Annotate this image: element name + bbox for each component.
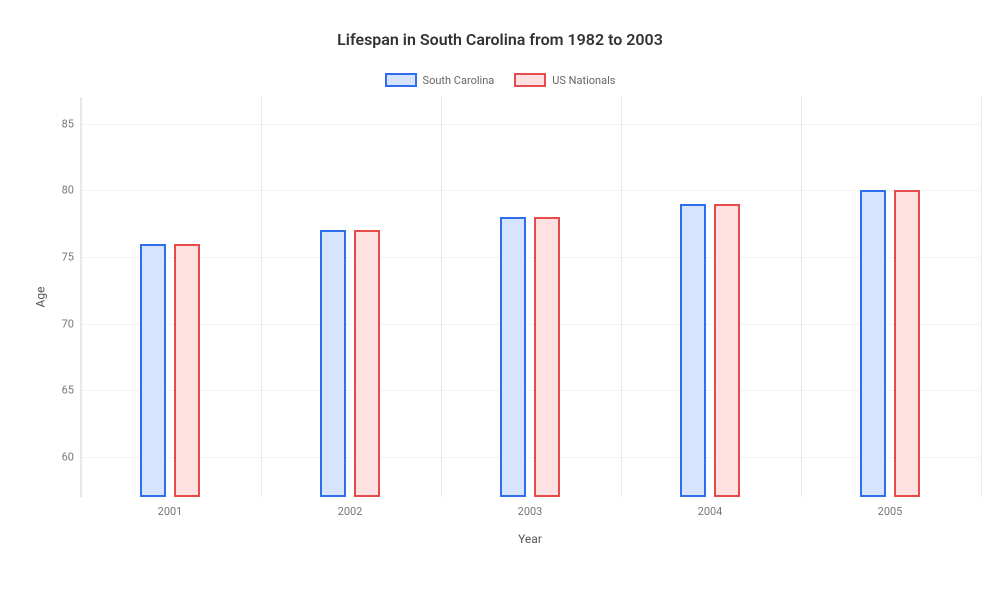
legend-label-us-nationals: US Nationals: [552, 74, 615, 87]
gridline-h: [81, 124, 981, 125]
x-tick-label: 2002: [338, 505, 363, 518]
gridline-h: [81, 190, 981, 191]
grid-area: [80, 97, 980, 497]
chart-title: Lifespan in South Carolina from 1982 to …: [20, 30, 980, 49]
gridline-h: [81, 324, 981, 325]
plot-area: Age Year 6065707580852001200220032004200…: [80, 97, 980, 527]
gridline-h: [81, 390, 981, 391]
bar-south-carolina: [320, 230, 346, 497]
gridline-v: [441, 97, 442, 497]
legend: South Carolina US Nationals: [20, 73, 980, 87]
gridline-v: [621, 97, 622, 497]
chart-container: Lifespan in South Carolina from 1982 to …: [0, 0, 1000, 600]
y-axis-label: Age: [33, 287, 47, 308]
legend-swatch-south-carolina: [385, 73, 417, 87]
bar-south-carolina: [500, 217, 526, 497]
x-tick-label: 2004: [698, 505, 723, 518]
legend-swatch-us-nationals: [514, 73, 546, 87]
bar-south-carolina: [680, 204, 706, 497]
legend-item-south-carolina: South Carolina: [385, 73, 495, 87]
x-tick-label: 2005: [878, 505, 903, 518]
y-tick-label: 75: [34, 251, 74, 264]
legend-item-us-nationals: US Nationals: [514, 73, 615, 87]
bar-us-nationals: [354, 230, 380, 497]
y-tick-label: 70: [34, 317, 74, 330]
y-tick-label: 60: [34, 451, 74, 464]
gridline-v: [81, 97, 82, 497]
gridline-h: [81, 257, 981, 258]
gridline-v: [801, 97, 802, 497]
x-tick-label: 2003: [518, 505, 543, 518]
legend-label-south-carolina: South Carolina: [423, 74, 495, 87]
y-tick-label: 85: [34, 117, 74, 130]
bar-us-nationals: [174, 244, 200, 497]
y-tick-label: 65: [34, 384, 74, 397]
bar-us-nationals: [534, 217, 560, 497]
gridline-v: [981, 97, 982, 497]
x-axis-label: Year: [518, 532, 542, 546]
bar-south-carolina: [860, 190, 886, 497]
gridline-v: [261, 97, 262, 497]
x-tick-label: 2001: [158, 505, 183, 518]
bar-south-carolina: [140, 244, 166, 497]
y-tick-label: 80: [34, 184, 74, 197]
bar-us-nationals: [714, 204, 740, 497]
gridline-h: [81, 457, 981, 458]
bar-us-nationals: [894, 190, 920, 497]
